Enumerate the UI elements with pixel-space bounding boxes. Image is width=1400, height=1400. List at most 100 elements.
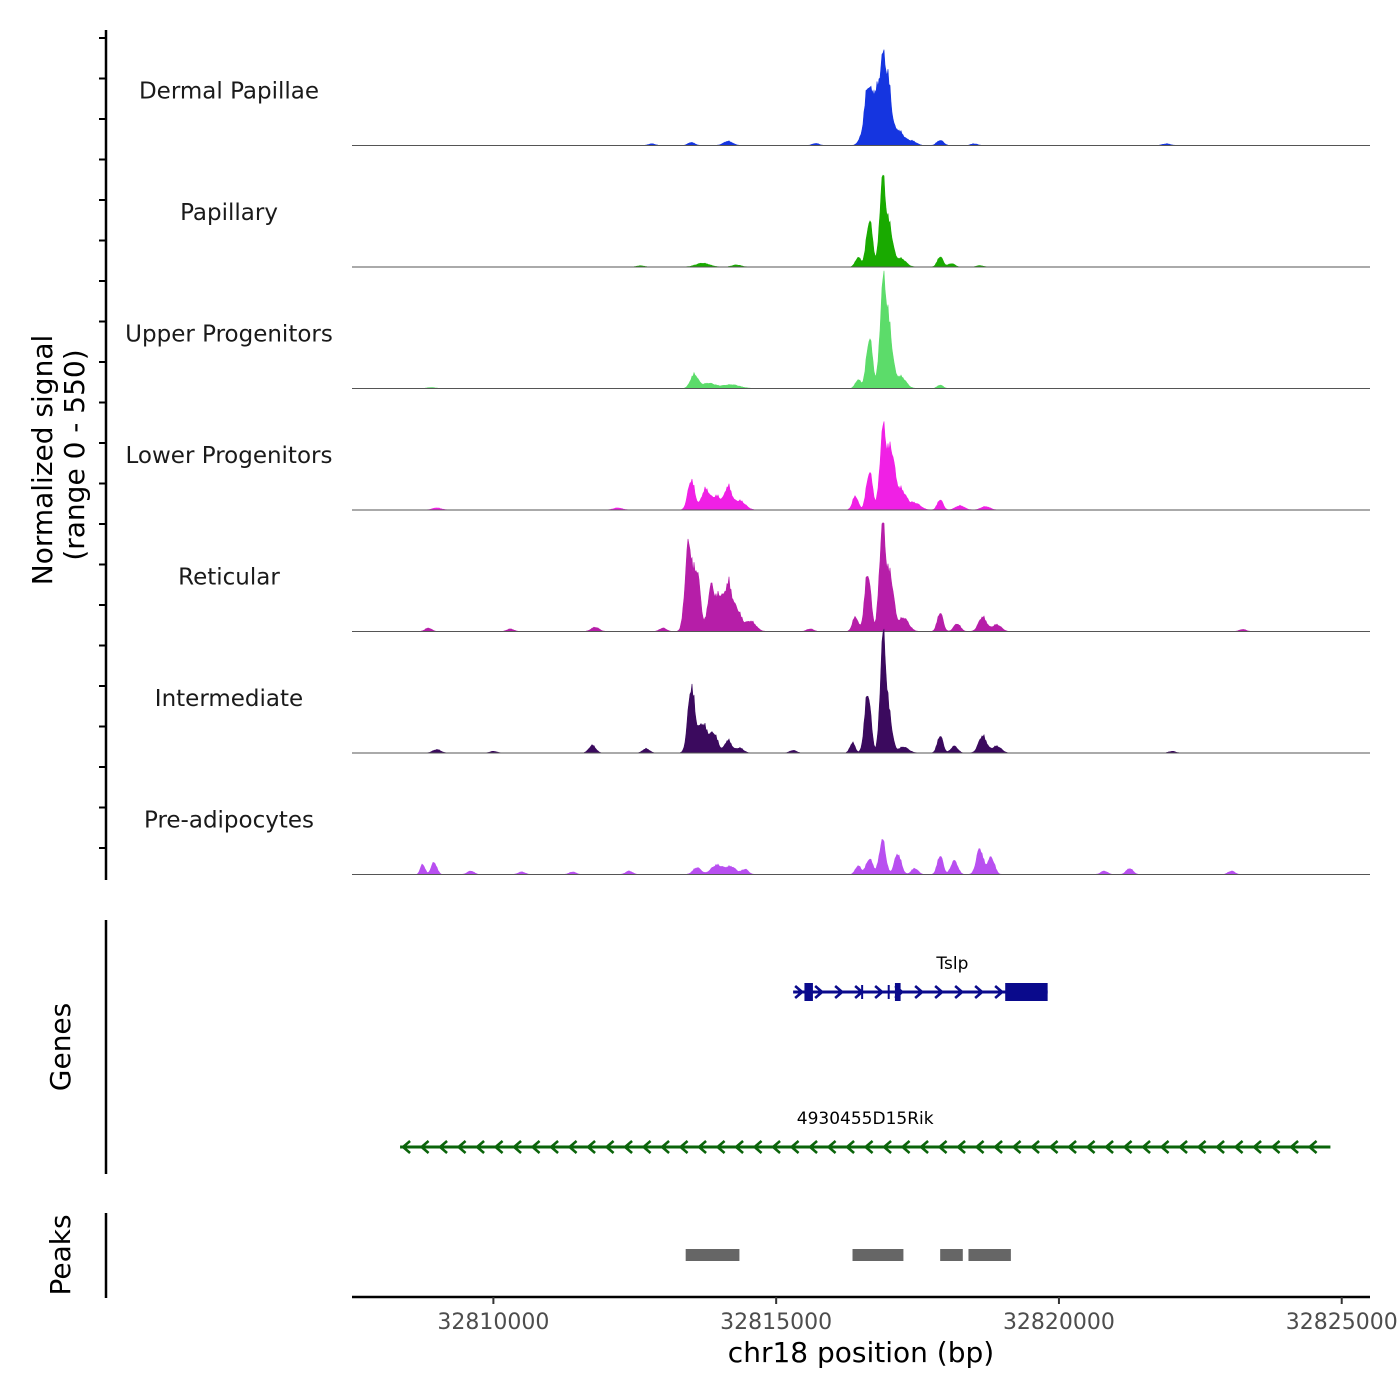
x-tick-label: 32810000	[437, 1310, 549, 1335]
strand-arrow	[1178, 1140, 1188, 1154]
track-dermal-papillae: Dermal Papillae	[139, 49, 1370, 146]
signal-area	[352, 49, 1370, 146]
strand-arrow	[882, 1140, 892, 1154]
signal-y-axis-ticks	[99, 37, 106, 849]
x-tick-label: 32815000	[720, 1310, 832, 1335]
x-axis-ticks: 32810000 32815000 32820000 32825000	[437, 1297, 1398, 1335]
strand-arrow	[919, 1140, 929, 1154]
strand-arrow	[475, 1140, 485, 1154]
strand-arrow	[1122, 1140, 1133, 1154]
signal-area	[352, 174, 1370, 268]
strand-arrow	[937, 1140, 948, 1154]
strand-arrow	[974, 1140, 985, 1154]
exon	[804, 983, 813, 1001]
strand-arrow	[1067, 1140, 1077, 1154]
gene-tslp: Tslp	[793, 954, 1048, 1001]
genes-layer: Tslp 4930455D15Rik	[400, 954, 1331, 1154]
y-axis-title-line2: (range 0 - 550)	[58, 349, 91, 560]
strand-arrow	[678, 1140, 689, 1154]
signal-area	[352, 270, 1370, 389]
strand-arrow	[956, 1140, 966, 1154]
strand-arrow	[438, 1140, 448, 1154]
strand-arrow	[834, 985, 845, 999]
strand-arrow	[1159, 1140, 1170, 1154]
strand-arrow	[1030, 1140, 1040, 1154]
track-label: Lower Progenitors	[126, 443, 333, 469]
strand-arrow	[734, 1140, 744, 1154]
signal-area	[352, 522, 1370, 632]
exon	[1005, 983, 1048, 1001]
signal-tracks: Dermal Papillae Papillary Upper Progenitor…	[125, 49, 1370, 875]
peak-region	[685, 1249, 740, 1261]
strand-arrow	[1141, 1140, 1151, 1154]
gene-name: Tslp	[935, 954, 968, 974]
strand-arrow	[1104, 1140, 1114, 1154]
strand-arrow	[512, 1140, 522, 1154]
track-lower-progenitors: Lower Progenitors	[126, 421, 1370, 511]
strand-arrow	[715, 1140, 726, 1154]
strand-arrow	[419, 1140, 430, 1154]
track-upper-progenitors: Upper Progenitors	[125, 270, 1370, 389]
exon	[894, 983, 901, 1001]
signal-area	[352, 838, 1370, 875]
strand-arrow	[641, 1140, 652, 1154]
strand-arrow	[863, 1140, 874, 1154]
strand-arrow	[586, 1140, 596, 1154]
track-papillary: Papillary	[180, 174, 1370, 268]
gene-4930455d15rik: 4930455D15Rik	[400, 1109, 1331, 1154]
track-label: Upper Progenitors	[125, 322, 333, 348]
peak-region	[968, 1249, 1011, 1261]
strand-arrow	[604, 1140, 615, 1154]
gene-name: 4930455D15Rik	[797, 1109, 934, 1129]
strand-arrow	[1270, 1140, 1281, 1154]
strand-arrow	[900, 1140, 911, 1154]
strand-arrow	[1307, 1140, 1318, 1154]
strand-arrow	[660, 1140, 670, 1154]
strand-arrow	[954, 985, 965, 999]
strand-arrow	[549, 1140, 559, 1154]
y-axis-title-line1: Normalized signal	[26, 335, 59, 586]
strand-arrow	[808, 1140, 818, 1154]
strand-arrow	[794, 985, 805, 999]
strand-arrow	[1233, 1140, 1244, 1154]
strand-arrow	[974, 985, 985, 999]
track-pre-adipocytes: Pre-adipocytes	[144, 808, 1370, 875]
track-label: Papillary	[180, 200, 278, 226]
x-axis-title: chr18 position (bp)	[728, 1336, 994, 1369]
strand-arrow	[826, 1140, 837, 1154]
track-intermediate: Intermediate	[155, 628, 1370, 754]
strand-arrow	[994, 985, 1005, 999]
strand-arrow	[1085, 1140, 1096, 1154]
strand-arrow	[752, 1140, 763, 1154]
peaks-layer	[685, 1249, 1011, 1261]
genes-track-label: Genes	[44, 1003, 77, 1091]
track-label: Intermediate	[155, 686, 303, 712]
strand-arrow	[697, 1140, 707, 1154]
track-reticular: Reticular	[178, 522, 1370, 632]
strand-arrow	[1048, 1140, 1059, 1154]
strand-arrow	[814, 985, 825, 999]
strand-arrow	[401, 1140, 411, 1154]
x-tick-label: 32820000	[1003, 1310, 1115, 1335]
strand-arrow	[530, 1140, 541, 1154]
signal-area	[352, 421, 1370, 511]
peaks-track-label: Peaks	[44, 1214, 77, 1295]
x-tick-label: 32825000	[1286, 1310, 1398, 1335]
strand-arrow	[1011, 1140, 1022, 1154]
strand-arrow	[845, 1140, 855, 1154]
strand-arrow	[914, 985, 925, 999]
strand-arrow	[1289, 1140, 1299, 1154]
peak-region	[940, 1249, 963, 1261]
strand-arrow	[1196, 1140, 1207, 1154]
strand-arrow	[934, 985, 945, 999]
track-label: Pre-adipocytes	[144, 808, 314, 834]
strand-arrow	[456, 1140, 467, 1154]
strand-arrow	[771, 1140, 781, 1154]
peak-region	[852, 1249, 904, 1261]
strand-arrow	[789, 1140, 800, 1154]
strand-arrow	[874, 985, 885, 999]
strand-arrow	[493, 1140, 504, 1154]
strand-arrow	[993, 1140, 1003, 1154]
strand-arrow	[623, 1140, 633, 1154]
